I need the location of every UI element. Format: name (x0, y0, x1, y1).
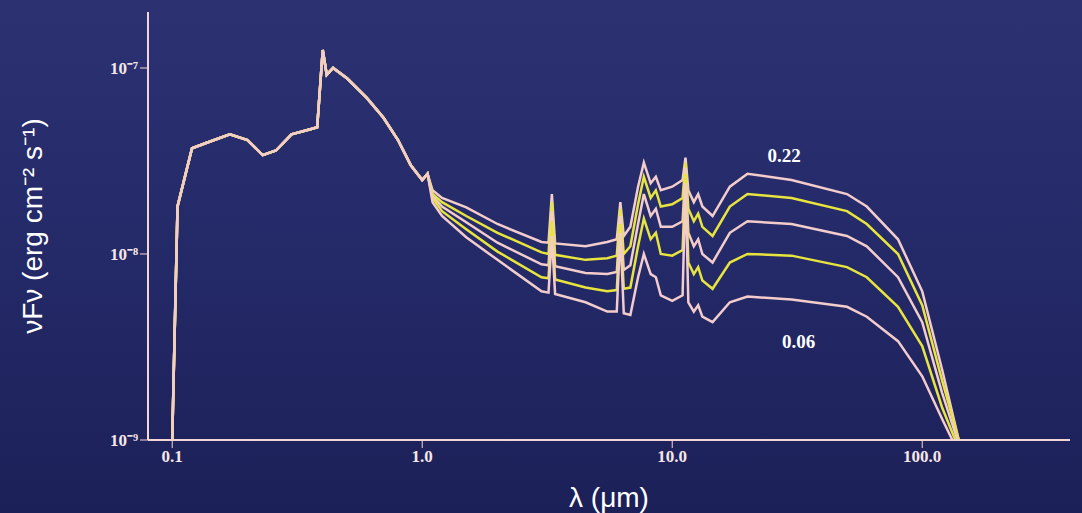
svg-text:λ (μm): λ (μm) (569, 482, 649, 513)
svg-text:10⁻⁹: 10⁻⁹ (110, 431, 138, 450)
svg-text:10⁻⁷: 10⁻⁷ (110, 59, 138, 78)
svg-text:0.1: 0.1 (162, 447, 183, 466)
svg-text:1.0: 1.0 (412, 447, 433, 466)
svg-text:10.0: 10.0 (657, 447, 687, 466)
svg-text:0.06: 0.06 (782, 331, 815, 352)
svg-text:100.0: 100.0 (903, 447, 941, 466)
svg-text:νFν (erg cm⁻² s⁻¹): νFν (erg cm⁻² s⁻¹) (17, 118, 48, 334)
svg-text:0.22: 0.22 (767, 145, 800, 166)
svg-text:10⁻⁸: 10⁻⁸ (110, 245, 138, 264)
